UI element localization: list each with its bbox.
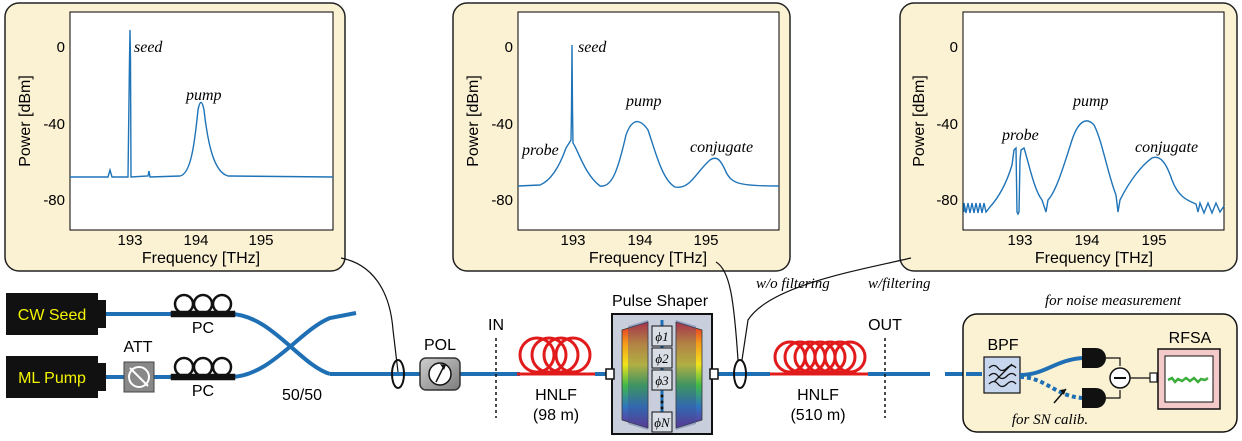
phase-2: ϕ2 bbox=[655, 351, 669, 366]
bpf-label: BPF bbox=[987, 337, 1018, 354]
panel1-annotation-pump: pump bbox=[185, 87, 222, 104]
hnlf1-length: (98 m) bbox=[533, 407, 579, 424]
panel1-xtick-1: 194 bbox=[183, 232, 208, 249]
panel3-annotation-pump: pump bbox=[1072, 93, 1109, 110]
fiber-paths bbox=[106, 311, 1000, 379]
pc2-label: PC bbox=[192, 383, 214, 400]
panel3-ytick-1: -40 bbox=[936, 116, 958, 133]
bpf-icon bbox=[983, 356, 1021, 394]
panel1-spectrum-trace bbox=[70, 29, 334, 178]
pol-label: POL bbox=[424, 337, 456, 354]
panel2-ytick-1: -40 bbox=[491, 116, 513, 133]
noise-measurement-title: for noise measurement bbox=[1045, 293, 1182, 309]
panel1-annotation-seed: seed bbox=[134, 39, 163, 56]
tap-line-panel1 bbox=[340, 257, 399, 373]
in-label: IN bbox=[488, 317, 504, 334]
cw-seed-label: CW Seed bbox=[18, 307, 86, 324]
pc-1 bbox=[170, 293, 236, 318]
subtractor-icon bbox=[1109, 367, 1131, 389]
panel2-xtick-2: 195 bbox=[693, 232, 718, 249]
pc1-label: PC bbox=[192, 320, 214, 337]
panel2-annotation-probe: probe bbox=[521, 142, 559, 159]
phase-n: ϕN bbox=[654, 415, 671, 430]
coupler-label: 50/50 bbox=[282, 387, 322, 404]
panel1-xlabel: Frequency [THz] bbox=[142, 250, 260, 267]
pc-2 bbox=[170, 356, 236, 381]
spectrum-panel-2: Power [dBm] Frequency [THz] 0 -40 -80 19… bbox=[452, 2, 791, 272]
panel1-ytick-0: 0 bbox=[57, 39, 65, 56]
hnlf1-label: HNLF bbox=[535, 387, 577, 404]
panel3-xtick-1: 194 bbox=[1074, 232, 1099, 249]
att-label: ATT bbox=[123, 339, 152, 356]
pulse-shaper: ϕ1 ϕ2 ϕ3 ϕN bbox=[605, 313, 719, 435]
panel2-annotation-conjugate: conjugate bbox=[690, 139, 753, 156]
panel2-xtick-1: 194 bbox=[627, 232, 652, 249]
phase-3: ϕ3 bbox=[655, 373, 669, 388]
panel3-annotation-probe: probe bbox=[1001, 127, 1039, 144]
tap-line-panel2 bbox=[715, 261, 739, 361]
panel3-ytick-0: 0 bbox=[950, 39, 958, 56]
sn-calib-label: for SN calib. bbox=[1012, 412, 1088, 428]
panel1-ylabel: Power [dBm] bbox=[17, 75, 34, 167]
photodetector-2 bbox=[1082, 388, 1106, 408]
ml-pump-label: ML Pump bbox=[18, 370, 86, 387]
panel3-ytick-2: -80 bbox=[936, 192, 958, 209]
phase-mask: ϕ1 ϕ2 ϕ3 ϕN bbox=[651, 325, 673, 433]
spectrum-panel-1: Power [dBm] Frequency [THz] 0 -40 -80 19… bbox=[4, 2, 346, 272]
panel1-ytick-2: -80 bbox=[43, 192, 65, 209]
panel2-ytick-2: -80 bbox=[491, 192, 513, 209]
panel1-ytick-1: -40 bbox=[43, 116, 65, 133]
rfsa-icon bbox=[1157, 348, 1221, 410]
cw-seed-laser: CW Seed bbox=[6, 293, 106, 335]
polarizer: POL bbox=[419, 337, 461, 391]
rfsa-label: RFSA bbox=[1169, 330, 1212, 347]
panel3-xtick-2: 195 bbox=[1141, 232, 1166, 249]
out-label: OUT bbox=[868, 317, 902, 334]
panel2-annotation-pump: pump bbox=[625, 93, 662, 110]
tap-line-panel3 bbox=[741, 257, 912, 361]
ml-pump-laser: ML Pump bbox=[6, 356, 106, 398]
panel1-xtick-0: 193 bbox=[117, 232, 142, 249]
panel2-xtick-0: 193 bbox=[560, 232, 585, 249]
panel3-xtick-0: 193 bbox=[1007, 232, 1032, 249]
panel2-ytick-0: 0 bbox=[505, 39, 513, 56]
panel3-spectrum-trace bbox=[963, 120, 1225, 216]
hnlf2-label: HNLF bbox=[797, 387, 839, 404]
hnlf2-length: (510 m) bbox=[790, 407, 845, 424]
panel2-spectrum-trace bbox=[517, 44, 780, 188]
photodetector-1 bbox=[1082, 348, 1106, 368]
tap-w-filtering: w/filtering bbox=[868, 276, 931, 292]
pulse-shaper-label: Pulse Shaper bbox=[612, 293, 709, 310]
tap-coupler-2 bbox=[733, 359, 747, 389]
hnlf-1-coil bbox=[517, 336, 595, 376]
panel3-annotation-conjugate: conjugate bbox=[1135, 139, 1198, 156]
spectrum-panel-3: Power [dBm] Frequency [THz] 0 -40 -80 19… bbox=[899, 2, 1238, 272]
panel1-xtick-2: 195 bbox=[248, 232, 273, 249]
panel2-ylabel: Power [dBm] bbox=[465, 75, 482, 167]
panel3-xlabel: Frequency [THz] bbox=[1035, 250, 1153, 267]
panel3-ylabel: Power [dBm] bbox=[911, 75, 928, 167]
tap-coupler-1 bbox=[391, 359, 405, 389]
panel2-annotation-seed: seed bbox=[578, 39, 607, 56]
hnlf-2-coil bbox=[770, 340, 868, 376]
panel2-xlabel: Frequency [THz] bbox=[589, 250, 707, 267]
attenuator: ATT bbox=[123, 339, 155, 393]
phase-1: ϕ1 bbox=[655, 329, 668, 344]
noise-measurement-box: BPF for SN calib. RFSA bbox=[962, 313, 1238, 433]
tap-wo-filtering: w/o filtering bbox=[756, 276, 830, 292]
